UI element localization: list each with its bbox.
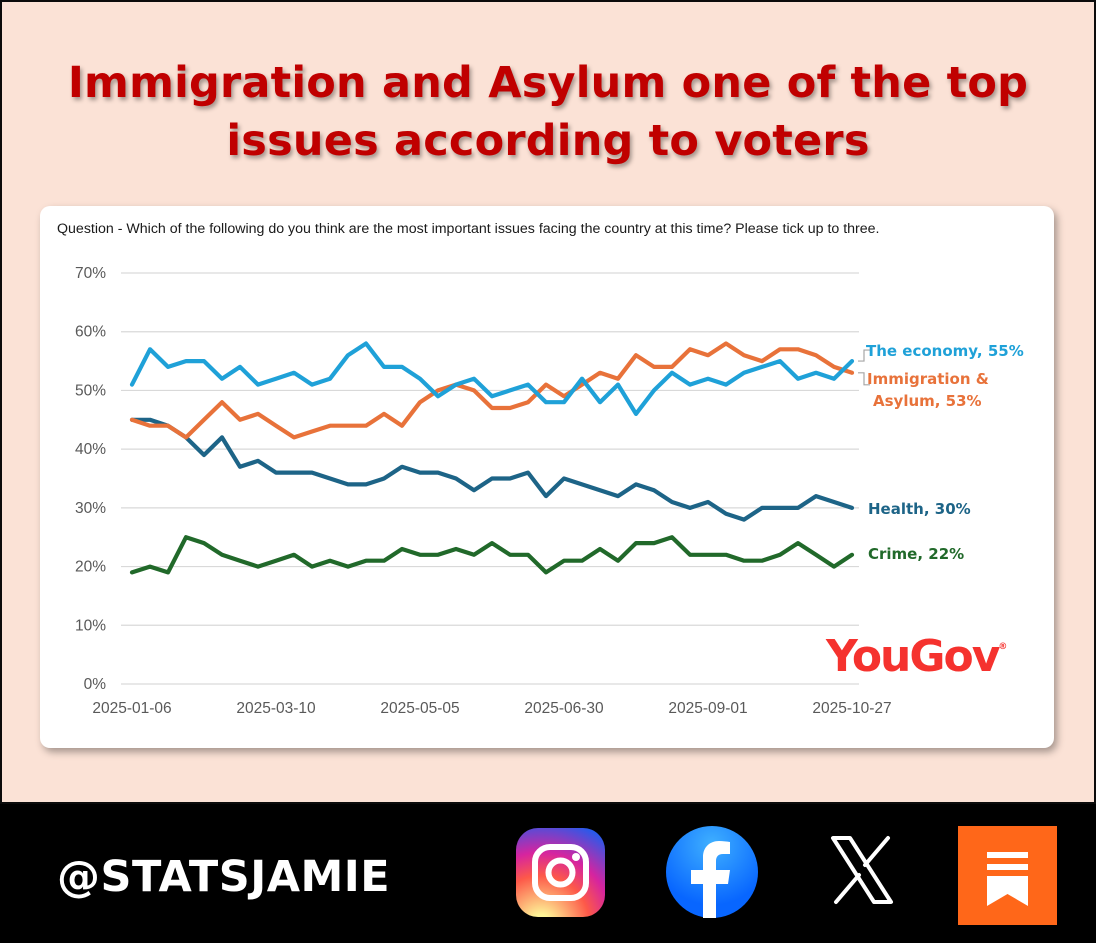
series-label-crime: Crime, 22% [868,545,964,563]
page-title: Immigration and Asylum one of the top is… [2,54,1094,170]
x-tick-label: 2025-06-30 [524,700,604,717]
series-line-health [129,417,855,522]
header-panel: Immigration and Asylum one of the top is… [2,2,1094,802]
chart-card: Question - Which of the following do you… [40,206,1054,748]
series-lines [129,341,855,575]
label-leader-line [858,349,870,362]
y-tick-label: 10% [75,617,106,634]
series-line-the-economy [129,341,855,416]
footer-bar: @STATSJAMIE [0,804,1096,943]
social-handle[interactable]: @STATSJAMIE [57,852,391,902]
x-tick-label: 2025-05-05 [380,700,459,717]
x-axis-ticks: 2025-01-06 2025-03-10 2025-05-05 2025-06-30… [92,700,891,717]
y-tick-label: 60% [75,324,106,341]
y-tick-label: 30% [75,500,106,517]
series-line-crime [129,535,855,575]
facebook-icon[interactable] [666,826,758,918]
gridlines [121,272,859,685]
substack-icon[interactable] [958,826,1057,925]
series-label-immigration: Immigration & Asylum, 53% [867,370,989,410]
label-leader-line [858,372,870,386]
series-label-economy: The economy, 55% [866,342,1024,360]
y-tick-label: 70% [75,265,106,282]
yougov-logo: YouGov® [826,631,1008,682]
title-line-2: issues according to voters [226,116,870,166]
y-axis-ticks: 0% 10% 20% 30% 40% 50% 60% 70% [75,265,106,693]
x-tick-label: 2025-09-01 [668,700,747,717]
x-tick-label: 2025-01-06 [92,700,171,717]
instagram-icon[interactable] [516,828,605,917]
y-tick-label: 40% [75,441,106,458]
x-icon[interactable] [830,834,894,906]
survey-question: Question - Which of the following do you… [57,221,880,237]
series-labels: The economy, 55% Immigration & Asylum, 53%… [858,342,1024,563]
line-chart: 0%10%20%30%40%50%60%70% 2025-01-06 2025-0… [75,265,1024,717]
y-tick-label: 20% [75,559,106,576]
x-tick-label: 2025-10-27 [812,700,891,717]
y-tick-label: 50% [75,382,106,399]
x-tick-label: 2025-03-10 [236,700,316,717]
title-line-1: Immigration and Asylum one of the top [67,58,1029,108]
series-label-health: Health, 30% [868,500,971,518]
y-tick-label: 0% [84,676,107,693]
series-line-immigration-asylum [129,341,855,440]
